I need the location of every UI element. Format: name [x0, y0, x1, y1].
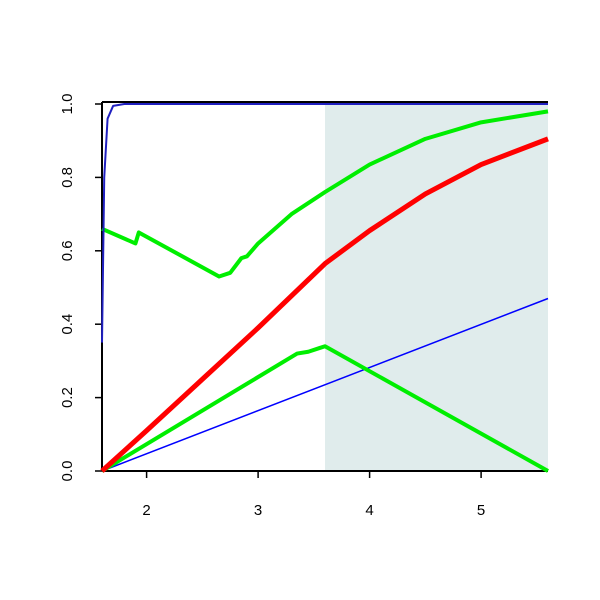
- series-line: [100, 344, 549, 473]
- x-tick-label: 5: [477, 502, 485, 519]
- series-line: [101, 103, 548, 343]
- series-line: [101, 297, 549, 472]
- y-tick-label: 0.8: [59, 167, 76, 188]
- series-line: [100, 136, 549, 473]
- y-tick-label: 1.0: [59, 94, 76, 115]
- y-tick-label: 0.2: [59, 387, 76, 408]
- y-tick-label: 0.4: [59, 314, 76, 335]
- shaded-region: [325, 102, 548, 471]
- x-tick-label: 3: [254, 502, 262, 519]
- y-tick-label: 0.6: [59, 240, 76, 261]
- series-line: [101, 109, 549, 279]
- x-tick-label: 2: [142, 502, 150, 519]
- y-tick-label: 0.0: [59, 461, 76, 482]
- x-tick-label: 4: [365, 502, 373, 519]
